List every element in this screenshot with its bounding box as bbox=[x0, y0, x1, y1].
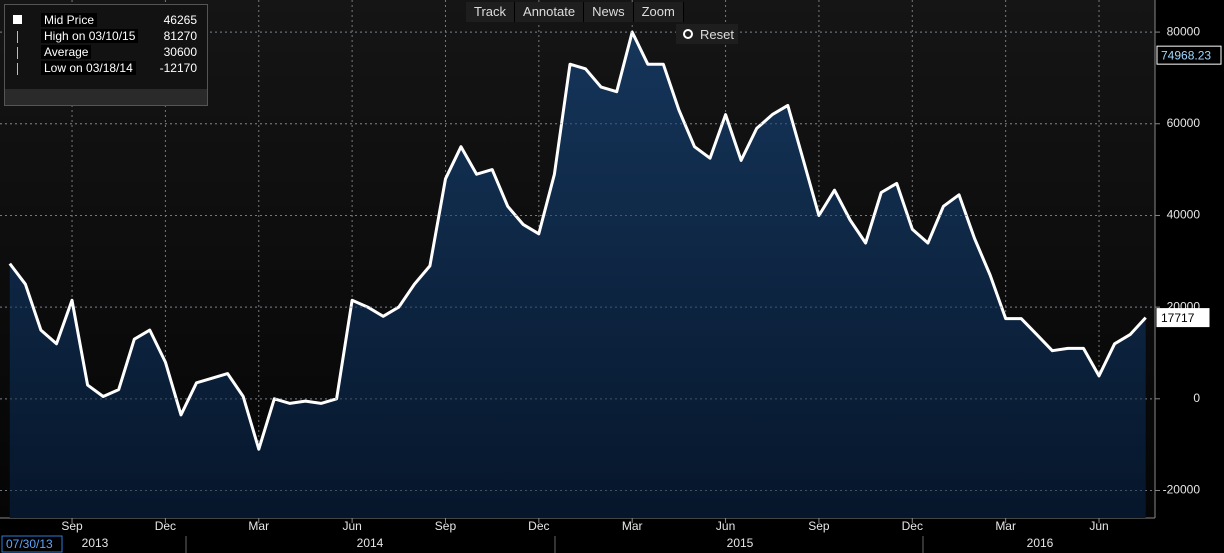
legend-label: Low on 03/18/14 bbox=[41, 61, 136, 75]
area-fill bbox=[9, 32, 1146, 518]
legend-row: High on 03/10/15 81270 bbox=[11, 29, 201, 45]
legend-row: Low on 03/18/14 -12170 bbox=[11, 61, 201, 77]
legend-value: 30600 bbox=[163, 45, 197, 59]
y-tick-label: 60000 bbox=[1167, 116, 1201, 130]
toolbar: Track Annotate News Zoom bbox=[466, 2, 684, 22]
legend-row: Average 30600 bbox=[11, 45, 201, 61]
axis-tag-label: 17717 bbox=[1161, 311, 1195, 325]
start-date: 07/30/13 bbox=[6, 537, 53, 551]
reset-button[interactable]: Reset bbox=[676, 24, 738, 44]
y-tick-label: 40000 bbox=[1167, 208, 1201, 222]
axis-background bbox=[1155, 0, 1224, 553]
x-tick-label: Sep bbox=[61, 519, 83, 533]
legend-label: High on 03/10/15 bbox=[41, 29, 139, 43]
toolbar-button[interactable]: Zoom bbox=[634, 2, 684, 22]
year-label: 2015 bbox=[727, 536, 754, 550]
y-tick-label: 0 bbox=[1193, 391, 1200, 405]
toolbar-button[interactable]: Annotate bbox=[515, 2, 585, 22]
x-tick-label: Jun bbox=[342, 519, 361, 533]
x-tick-label: Jun bbox=[716, 519, 735, 533]
x-tick-label: Dec bbox=[902, 519, 923, 533]
toolbar-button[interactable]: News bbox=[584, 2, 634, 22]
reset-label: Reset bbox=[700, 27, 734, 42]
axis-tag bbox=[1156, 308, 1210, 328]
legend-icon bbox=[17, 31, 30, 43]
legend-label: Mid Price bbox=[41, 13, 98, 27]
x-tick-label: Sep bbox=[435, 519, 457, 533]
legend-icon bbox=[13, 15, 22, 24]
legend-icon bbox=[17, 63, 30, 75]
x-tick-label: Mar bbox=[995, 519, 1016, 533]
year-label: 2016 bbox=[1027, 536, 1054, 550]
legend-footer bbox=[5, 89, 207, 105]
x-axis-background bbox=[0, 518, 1155, 553]
x-tick-label: Sep bbox=[808, 519, 830, 533]
legend-value: -12170 bbox=[159, 61, 197, 75]
x-tick-label: Dec bbox=[155, 519, 176, 533]
legend-value: 46265 bbox=[163, 13, 197, 27]
year-label: 2014 bbox=[357, 536, 384, 550]
axis-tag-label: 74968.23 bbox=[1161, 48, 1211, 62]
price-line bbox=[8, 30, 1147, 451]
x-tick-label: Jun bbox=[1089, 519, 1108, 533]
y-tick-label: 80000 bbox=[1167, 24, 1201, 38]
toolbar-button[interactable]: Track bbox=[466, 2, 516, 22]
x-tick-label: Dec bbox=[528, 519, 549, 533]
year-label: 2013 bbox=[82, 536, 109, 550]
x-tick-label: Mar bbox=[622, 519, 643, 533]
legend-label: Average bbox=[41, 45, 92, 59]
legend-row: Mid Price 46265 bbox=[11, 13, 201, 29]
axis-tag bbox=[1156, 45, 1222, 65]
legend-value: 81270 bbox=[163, 29, 197, 43]
start-date-box bbox=[1, 535, 63, 553]
reset-icon bbox=[683, 29, 693, 39]
x-tick-label: Mar bbox=[248, 519, 269, 533]
legend[interactable]: Mid Price 46265 High on 03/10/15 81270 Ave… bbox=[4, 4, 208, 106]
y-tick-label: -20000 bbox=[1163, 483, 1201, 497]
legend-icon bbox=[17, 47, 30, 59]
